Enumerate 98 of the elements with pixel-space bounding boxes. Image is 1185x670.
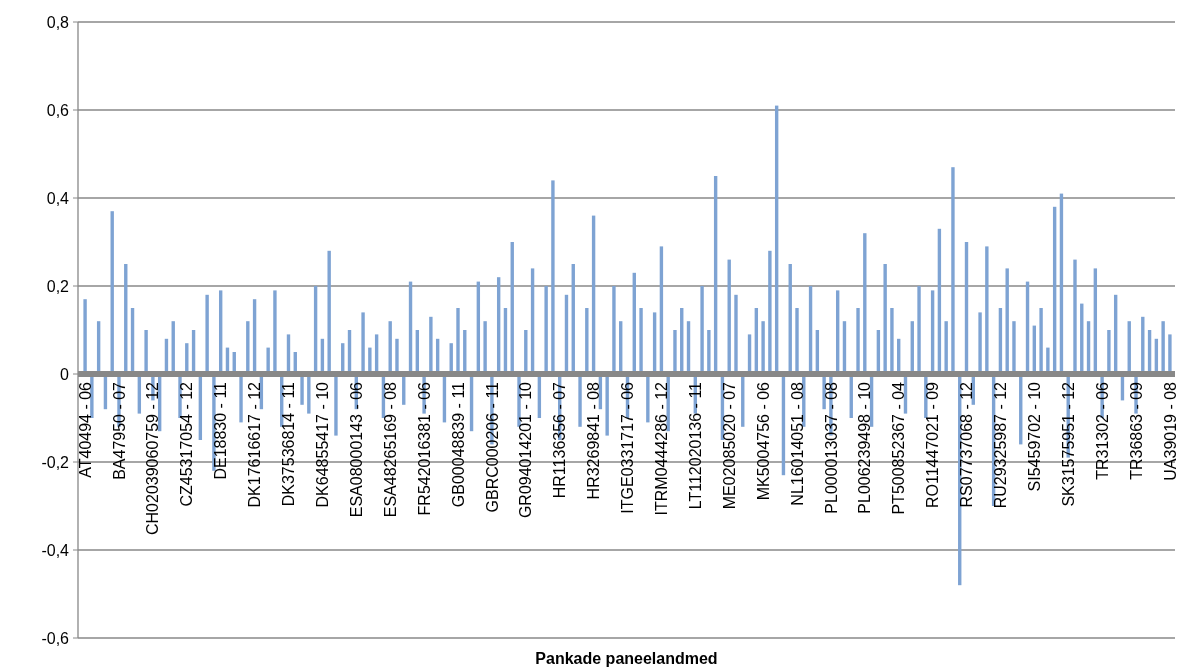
bar [917,286,921,374]
x-tick-label: PT500852367 - 04 [890,381,908,515]
bar [666,374,670,432]
bar [734,294,738,374]
x-tick-label: PL006239498 - 10 [856,381,874,514]
x-tick-label: CH02039060759 - 12 [144,381,162,536]
x-axis-title: Pankade paneelandmed [535,650,718,667]
bar [585,308,589,374]
bar [707,330,711,374]
bar [300,374,304,405]
bar [605,374,609,436]
bar [612,286,616,374]
x-tick-label: ITRM0444286 - 12 [653,381,670,516]
x-tick-label: HR1136356 - 07 [551,381,569,499]
bar [646,374,650,423]
bar [1168,334,1172,374]
x-tick-label: BA47950 - 07 [110,381,128,480]
bar [273,290,277,374]
x-tick-label: SK31575951 - 12 [1059,381,1077,507]
x-tick-label: ME02085020 - 07 [720,381,738,510]
bar [890,308,894,374]
bar [944,321,948,374]
bar [144,330,148,374]
x-tick-label: RO11447021 - 09 [924,381,942,509]
x-tick-label: HR3269841 - 08 [585,381,603,500]
bar [368,347,372,374]
bar [551,180,555,374]
bar [429,316,433,374]
bar [978,312,982,374]
y-tick-label: 0 [60,365,70,383]
x-tick-label: GR094014201 - 10 [517,381,535,519]
y-tick-label: -0,4 [41,541,70,559]
bar [639,308,643,374]
y-tick-label: 0,6 [46,101,70,119]
y-tick-label: 0,2 [46,277,70,295]
bar [1039,308,1043,374]
bar [266,347,270,374]
x-tick-label: TR31302 - 06 [1093,381,1111,480]
bar [334,374,338,436]
x-tick-label: GBRC000206 - 11 [483,381,501,513]
x-tick-label: DK17616617 - 12 [246,381,264,508]
bar [795,308,799,374]
bar [578,374,582,427]
y-tick-label: 0,4 [46,189,70,207]
x-tick-label: AT40494 - 06 [76,381,94,478]
x-tick-label: DE18830 - 11 [212,381,230,480]
bar [517,374,521,427]
x-tick-label: DK37536814 - 11 [280,381,298,507]
bar [327,250,331,374]
bar [761,321,765,374]
x-tick-label: LT112020136 - 11 [686,381,704,510]
bar [544,286,548,374]
x-tick-label: CZ45317054 - 12 [178,381,196,507]
bar [307,374,311,414]
bar [700,286,704,374]
bar [924,374,928,418]
bar [361,312,365,374]
bar [863,233,867,374]
bar [1012,321,1016,374]
bar [90,374,94,418]
bar [388,321,392,374]
bar [456,308,460,374]
x-tick-label: PL000013037 - 08 [822,381,840,514]
bar [1161,321,1165,374]
x-tick-label: ESA48265169 - 08 [381,381,399,518]
bar [985,246,989,374]
bar [395,338,399,374]
bar [205,294,209,374]
x-tick-label: GB00048839 - 11 [449,381,467,508]
bar [1046,347,1050,374]
bar [178,374,182,418]
bar [1073,259,1077,374]
bar [239,374,243,423]
bar [856,308,860,374]
bar [673,330,677,374]
x-tick-label: DK64855417 - 10 [313,381,331,508]
y-tick-label: -0,6 [41,629,70,647]
x-tick-label: NL16014051 - 08 [788,381,806,506]
y-tick-label: 0,8 [46,13,70,31]
y-tick-label: -0,2 [41,453,70,471]
x-tick-label: MK5004756 - 06 [754,381,772,501]
x-tick-label: RS07737068 - 12 [958,381,976,508]
x-tick-label: SI5459702 - 10 [1025,381,1043,492]
x-tick-label: ESA08000143 - 06 [347,381,365,518]
bar [83,299,87,374]
x-tick-label: FR542016381 - 06 [415,381,433,516]
bar [483,321,487,374]
bar [951,167,955,374]
x-tick-label: UA39019 - 08 [1161,381,1179,481]
x-tick-label: TR36863 - 09 [1127,381,1145,480]
bar [883,264,887,374]
x-tick-label: RU29325987 - 12 [992,381,1010,509]
bar [1107,330,1111,374]
x-tick-label: ITGE0331717 - 06 [619,381,637,514]
bar [822,374,826,410]
bar [1005,268,1009,374]
bar [768,250,772,374]
bar [246,321,250,374]
